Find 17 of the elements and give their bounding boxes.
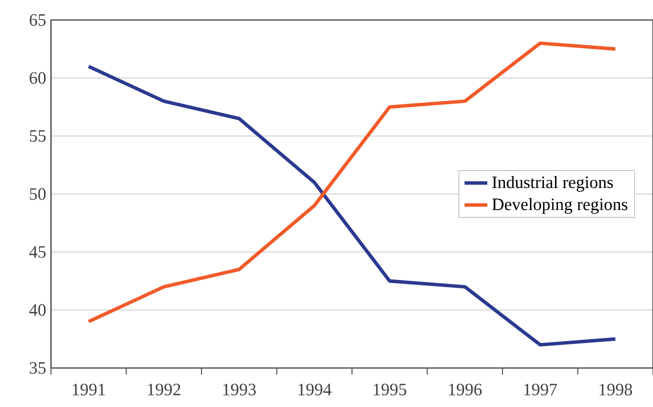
x-tick-label: 1992 bbox=[148, 384, 180, 396]
y-tick-label: 50 bbox=[30, 188, 46, 200]
x-tick-label: 1995 bbox=[374, 384, 406, 396]
x-tick-label: 1996 bbox=[449, 384, 482, 396]
legend-label: Industrial regions bbox=[492, 176, 613, 192]
y-tick-label: 65 bbox=[30, 14, 46, 26]
x-tick-label: 1994 bbox=[298, 384, 332, 396]
y-tick-label: 45 bbox=[29, 246, 46, 258]
x-tick-label: 1993 bbox=[223, 384, 256, 396]
y-tick-label: 35 bbox=[30, 362, 46, 374]
legend-label: Developing regions bbox=[492, 198, 628, 214]
y-tick-label: 40 bbox=[29, 304, 46, 316]
x-tick-label: 1998 bbox=[600, 384, 632, 396]
y-tick-label: 55 bbox=[30, 130, 46, 142]
x-tick-label: 1997 bbox=[524, 384, 557, 396]
y-tick-label: 60 bbox=[30, 72, 46, 84]
x-tick-label: 1991 bbox=[72, 384, 105, 396]
